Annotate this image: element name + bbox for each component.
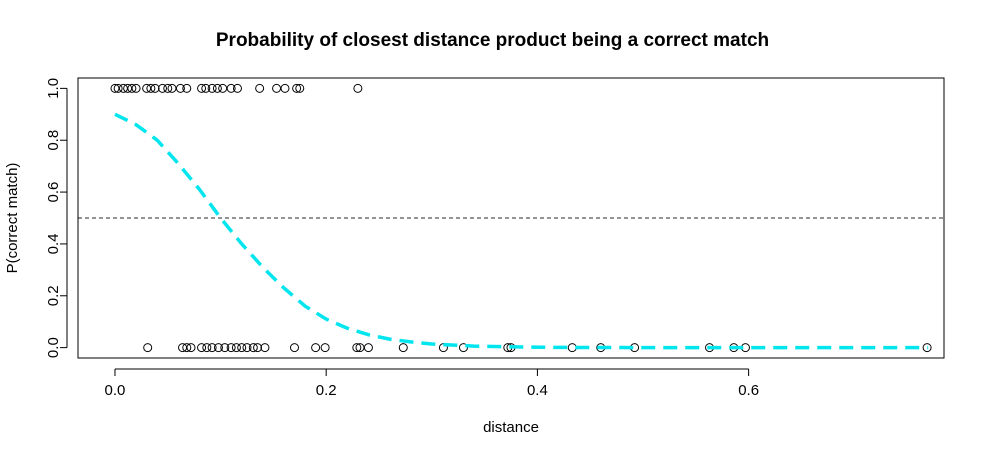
data-point-matched: [295, 83, 305, 93]
data-point-matched: [197, 83, 207, 93]
data-point-matched: [280, 83, 290, 93]
y-tick-label: 0.8: [45, 130, 62, 151]
chart-title: Probability of closest distance product …: [215, 30, 770, 51]
y-tick-label: 0.0: [45, 337, 62, 358]
data-point-matched: [353, 83, 363, 93]
y-axis-label: P(correct match): [4, 163, 21, 274]
data-point-unmatched: [458, 343, 468, 353]
data-point-matched: [157, 83, 167, 93]
fitted-curve: [114, 112, 929, 350]
data-point-unmatched: [290, 343, 299, 353]
data-point-matched: [163, 83, 173, 93]
data-point-unmatched: [398, 343, 408, 353]
data-point-unmatched: [363, 343, 373, 353]
data-point-unmatched: [922, 343, 932, 353]
data-point-matched: [292, 83, 302, 93]
data-point-unmatched: [202, 343, 212, 353]
data-point-unmatched: [253, 343, 263, 353]
data-point-matched: [182, 83, 192, 93]
data-point-matched: [212, 83, 222, 93]
data-point-unmatched: [231, 343, 241, 353]
x-tick-label: 0.4: [527, 382, 548, 399]
data-point-unmatched: [242, 343, 252, 353]
data-point-unmatched: [352, 343, 362, 353]
data-point-unmatched: [226, 343, 236, 353]
data-point-unmatched: [320, 343, 330, 353]
data-point-unmatched: [197, 343, 207, 353]
data-point-matched: [175, 83, 185, 93]
data-point-unmatched: [220, 343, 230, 353]
data-point-matched: [201, 83, 211, 93]
data-point-unmatched: [143, 343, 153, 353]
data-point-matched: [150, 83, 160, 93]
plot-frame: [77, 77, 945, 359]
data-point-matched: [255, 83, 265, 93]
data-point-matched: [232, 83, 242, 93]
x-tick-label: 0.0: [105, 382, 126, 399]
x-tick-label: 0.6: [738, 382, 759, 399]
data-point-unmatched: [311, 343, 321, 353]
data-point-unmatched: [567, 343, 577, 353]
y-tick-label: 0.2: [45, 285, 62, 306]
data-point-unmatched: [248, 343, 258, 353]
x-axis-label: distance: [483, 419, 539, 436]
data-point-unmatched: [260, 343, 270, 353]
data-point-unmatched: [186, 343, 196, 353]
data-point-unmatched: [182, 343, 192, 353]
data-point-unmatched: [213, 343, 223, 353]
data-point-matched: [218, 83, 228, 93]
data-point-matched: [131, 83, 141, 93]
y-tick-label: 1.0: [45, 78, 62, 99]
x-tick-label: 0.2: [316, 382, 337, 399]
data-point-unmatched: [237, 343, 247, 353]
data-point-matched: [226, 83, 236, 93]
data-point-matched: [127, 83, 137, 93]
data-point-unmatched: [207, 343, 217, 353]
y-tick-label: 0.6: [45, 182, 62, 203]
y-tick-label: 0.4: [45, 233, 62, 254]
data-point-matched: [272, 83, 282, 93]
data-point-matched: [207, 83, 217, 93]
data-point-matched: [146, 83, 156, 93]
data-point-matched: [113, 83, 123, 93]
